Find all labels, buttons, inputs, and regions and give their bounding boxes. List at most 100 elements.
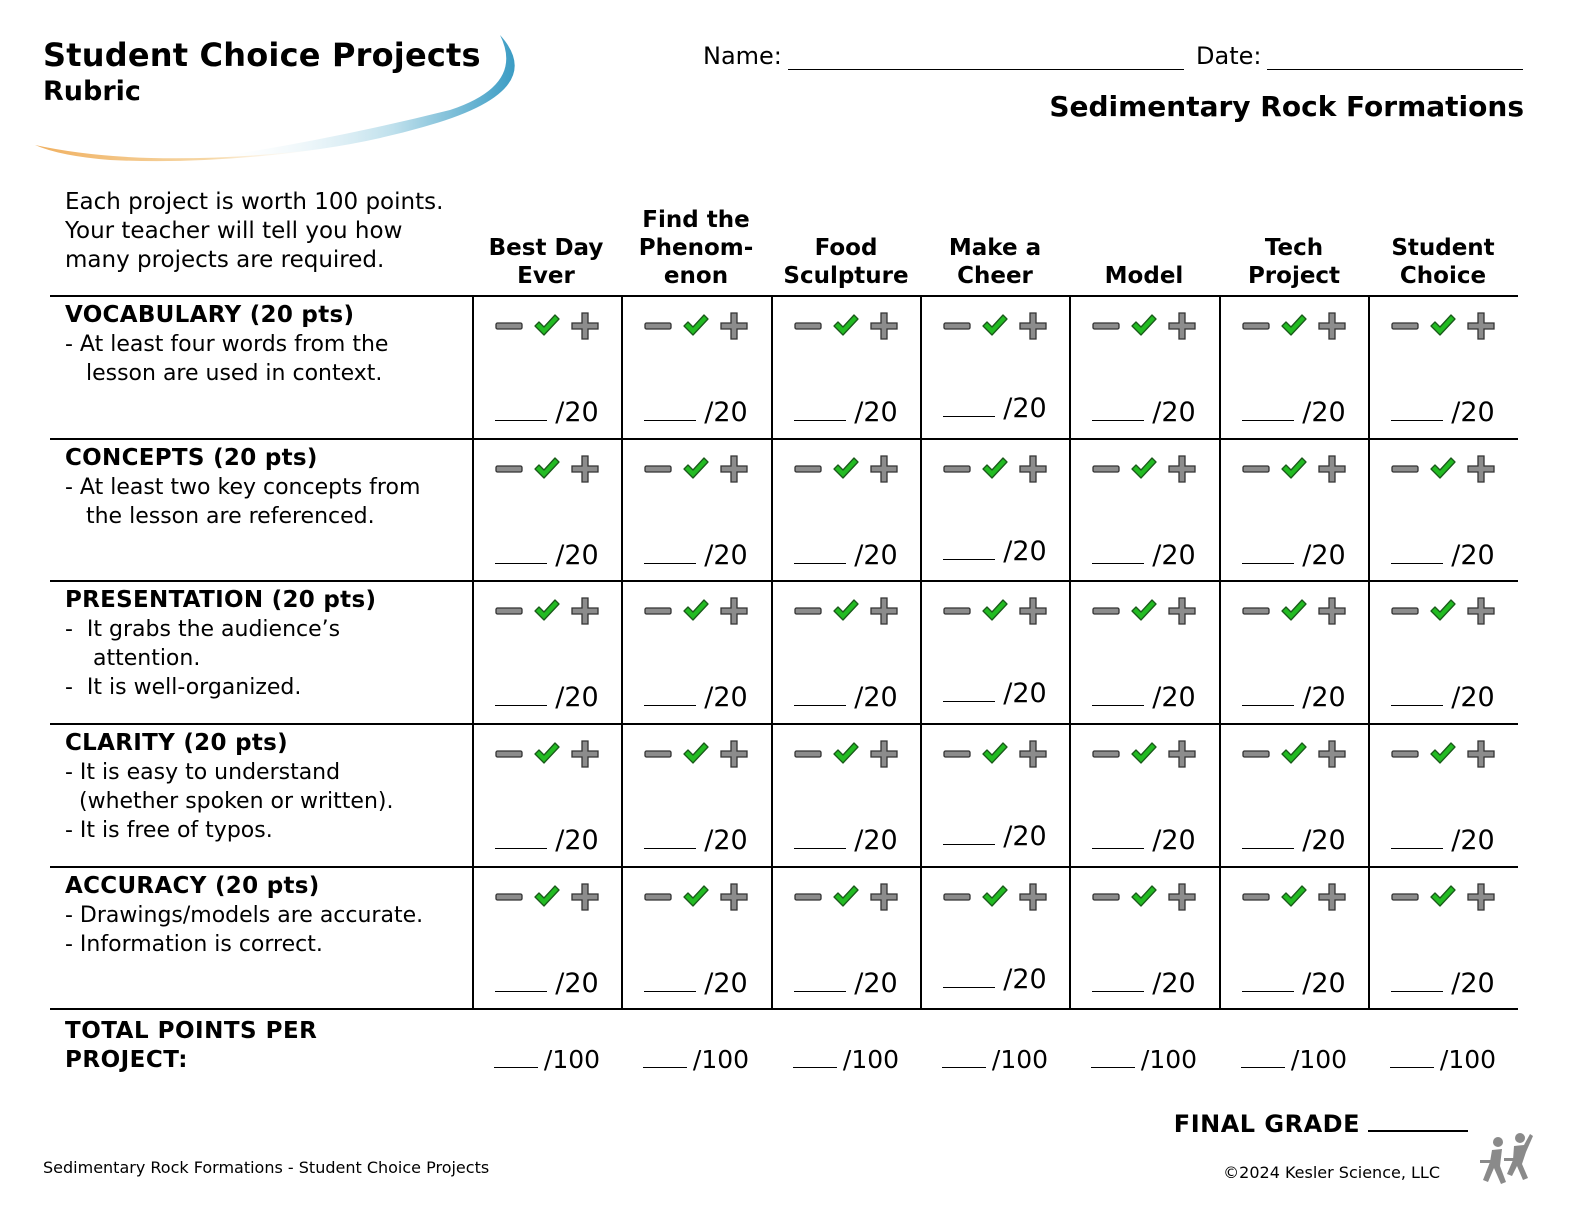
total-field[interactable]: /100 (1368, 1045, 1518, 1074)
checkmark-icon[interactable] (532, 311, 562, 341)
plus-icon[interactable] (719, 882, 749, 912)
score-field[interactable]: /20 (472, 968, 622, 999)
plus-icon[interactable] (1317, 739, 1347, 769)
score-field[interactable]: /20 (472, 825, 622, 856)
minus-icon[interactable] (1091, 882, 1121, 912)
minus-icon[interactable] (643, 739, 673, 769)
score-blank[interactable] (1092, 683, 1145, 706)
minus-icon[interactable] (793, 596, 823, 626)
score-field[interactable]: /20 (621, 397, 771, 428)
total-blank[interactable] (1389, 1047, 1434, 1068)
score-blank[interactable] (495, 969, 548, 992)
checkmark-icon[interactable] (831, 739, 861, 769)
minus-icon[interactable] (643, 454, 673, 484)
total-blank[interactable] (792, 1047, 837, 1068)
plus-icon[interactable] (1466, 739, 1496, 769)
minus-icon[interactable] (942, 739, 972, 769)
plus-icon[interactable] (1167, 596, 1197, 626)
score-field[interactable]: /20 (1219, 682, 1369, 713)
total-blank[interactable] (1240, 1047, 1285, 1068)
date-line[interactable] (1267, 43, 1524, 70)
minus-icon[interactable] (643, 596, 673, 626)
minus-icon[interactable] (1091, 596, 1121, 626)
plus-icon[interactable] (1167, 454, 1197, 484)
checkmark-icon[interactable] (980, 739, 1010, 769)
total-blank[interactable] (493, 1047, 538, 1068)
score-field[interactable]: /20 (621, 682, 771, 713)
score-blank[interactable] (794, 826, 847, 849)
minus-icon[interactable] (1091, 739, 1121, 769)
plus-icon[interactable] (719, 311, 749, 341)
plus-icon[interactable] (1317, 596, 1347, 626)
score-blank[interactable] (1391, 969, 1444, 992)
score-blank[interactable] (644, 969, 697, 992)
minus-icon[interactable] (1390, 739, 1420, 769)
checkmark-icon[interactable] (1428, 454, 1458, 484)
score-field[interactable]: /20 (920, 678, 1070, 709)
checkmark-icon[interactable] (1129, 739, 1159, 769)
score-field[interactable]: /20 (1069, 968, 1219, 999)
plus-icon[interactable] (869, 454, 899, 484)
score-blank[interactable] (1242, 969, 1295, 992)
total-field[interactable]: /100 (472, 1045, 622, 1074)
plus-icon[interactable] (570, 311, 600, 341)
score-blank[interactable] (943, 965, 996, 988)
score-blank[interactable] (943, 394, 996, 417)
score-blank[interactable] (1242, 826, 1295, 849)
plus-icon[interactable] (869, 739, 899, 769)
checkmark-icon[interactable] (831, 882, 861, 912)
score-blank[interactable] (644, 398, 697, 421)
checkmark-icon[interactable] (681, 596, 711, 626)
minus-icon[interactable] (793, 882, 823, 912)
total-field[interactable]: /100 (1069, 1045, 1219, 1074)
minus-icon[interactable] (1241, 739, 1271, 769)
score-blank[interactable] (1092, 541, 1145, 564)
score-field[interactable]: /20 (1368, 968, 1518, 999)
checkmark-icon[interactable] (831, 454, 861, 484)
score-field[interactable]: /20 (1069, 540, 1219, 571)
plus-icon[interactable] (570, 596, 600, 626)
checkmark-icon[interactable] (980, 882, 1010, 912)
plus-icon[interactable] (1018, 596, 1048, 626)
minus-icon[interactable] (1390, 454, 1420, 484)
score-blank[interactable] (1092, 969, 1145, 992)
checkmark-icon[interactable] (532, 596, 562, 626)
plus-icon[interactable] (1167, 739, 1197, 769)
plus-icon[interactable] (1018, 311, 1048, 341)
plus-icon[interactable] (869, 596, 899, 626)
score-field[interactable]: /20 (771, 682, 921, 713)
minus-icon[interactable] (942, 311, 972, 341)
minus-icon[interactable] (1241, 596, 1271, 626)
total-field[interactable]: /100 (771, 1045, 921, 1074)
score-blank[interactable] (1242, 683, 1295, 706)
score-blank[interactable] (1391, 541, 1444, 564)
score-blank[interactable] (495, 541, 548, 564)
score-field[interactable]: /20 (472, 397, 622, 428)
score-field[interactable]: /20 (771, 968, 921, 999)
checkmark-icon[interactable] (1279, 311, 1309, 341)
plus-icon[interactable] (570, 454, 600, 484)
minus-icon[interactable] (494, 596, 524, 626)
plus-icon[interactable] (1317, 311, 1347, 341)
total-field[interactable]: /100 (621, 1045, 771, 1074)
score-blank[interactable] (644, 683, 697, 706)
minus-icon[interactable] (1390, 882, 1420, 912)
score-field[interactable]: /20 (472, 682, 622, 713)
score-field[interactable]: /20 (1219, 397, 1369, 428)
score-blank[interactable] (1242, 541, 1295, 564)
plus-icon[interactable] (570, 739, 600, 769)
score-field[interactable]: /20 (1069, 825, 1219, 856)
name-line[interactable] (787, 43, 1184, 70)
checkmark-icon[interactable] (1428, 882, 1458, 912)
score-field[interactable]: /20 (1219, 968, 1369, 999)
checkmark-icon[interactable] (1129, 596, 1159, 626)
checkmark-icon[interactable] (1428, 311, 1458, 341)
score-field[interactable]: /20 (1368, 825, 1518, 856)
score-blank[interactable] (794, 541, 847, 564)
score-field[interactable]: /20 (1069, 682, 1219, 713)
plus-icon[interactable] (1466, 882, 1496, 912)
score-blank[interactable] (1242, 398, 1295, 421)
minus-icon[interactable] (1241, 454, 1271, 484)
score-field[interactable]: /20 (920, 536, 1070, 567)
plus-icon[interactable] (1466, 596, 1496, 626)
